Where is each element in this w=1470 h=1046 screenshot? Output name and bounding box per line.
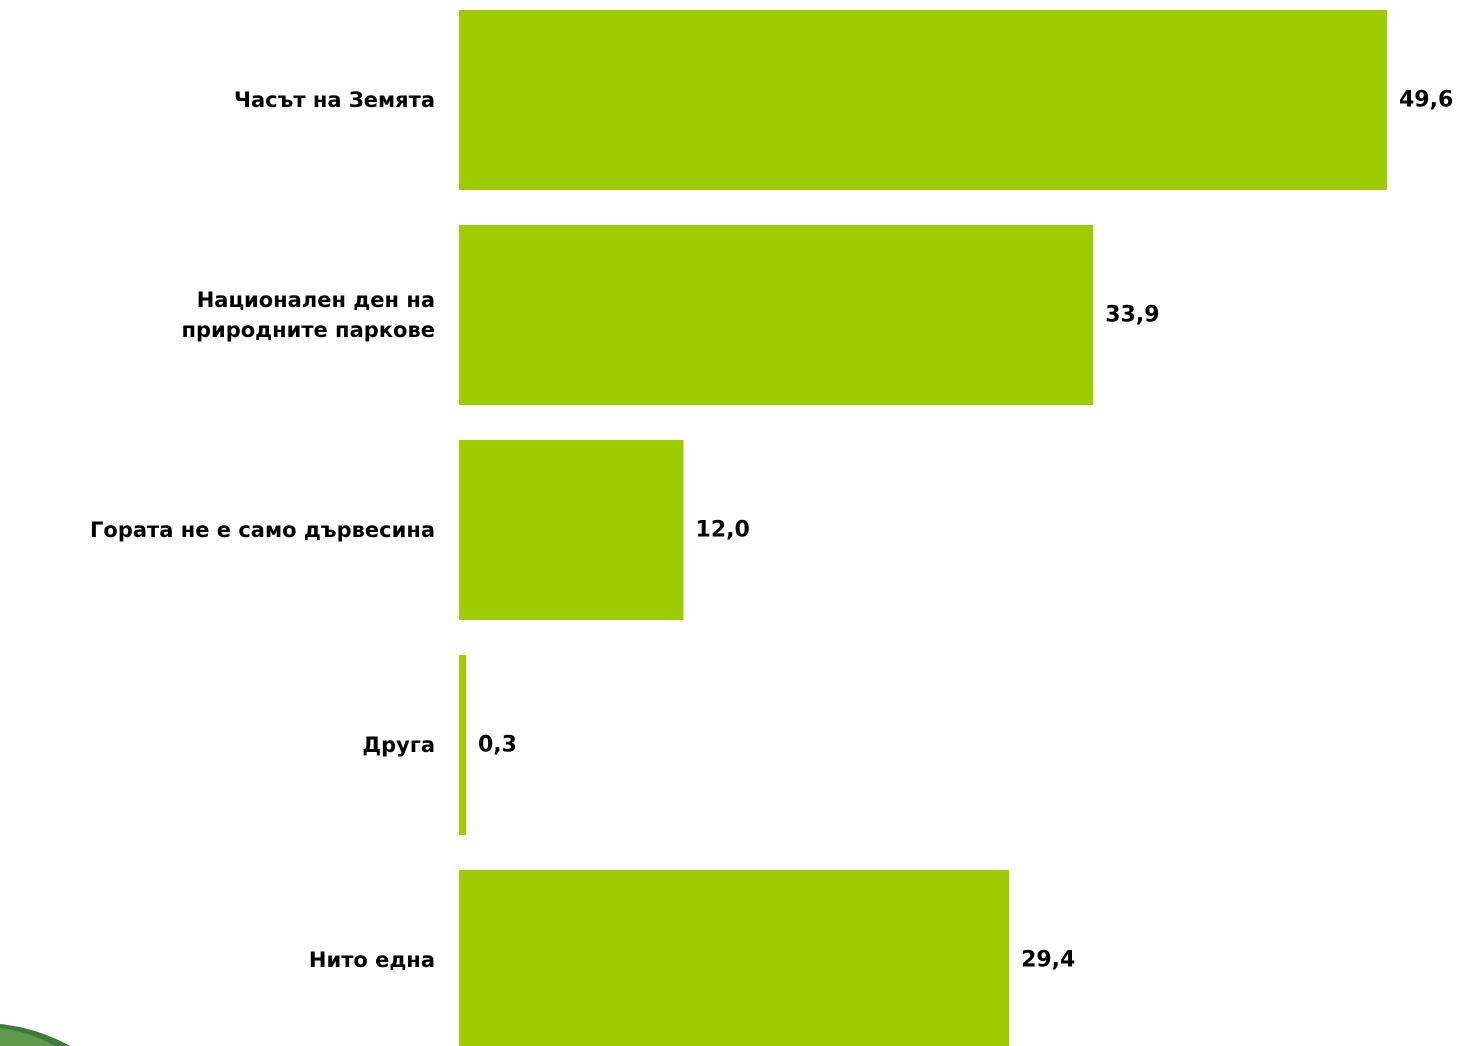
category-label-4: Нито една [309,948,435,972]
value-label-3: 0,3 [478,733,517,758]
category-label-1-line-1: природните паркове [181,318,435,342]
category-label-1-line-0: Национален ден на [197,288,435,312]
bar-4 [459,870,1010,1046]
bars-group [459,10,1387,1046]
category-labels: Часът на Земята Национален ден на природни… [90,88,435,972]
category-label-0: Часът на Земята [234,88,435,112]
value-label-1: 33,9 [1105,303,1159,328]
value-label-2: 12,0 [696,518,750,543]
category-label-2: Гората не е само дървесина [90,518,435,542]
bar-0 [459,10,1387,190]
category-label-3: Друга [362,733,435,757]
value-labels: 49,6 33,9 12,0 0,3 29,4 [478,88,1453,973]
bar-1 [459,225,1094,405]
value-label-0: 49,6 [1399,88,1453,113]
bar-3 [459,655,466,835]
bar-2 [459,440,684,620]
corner-swoosh-decoration [0,1024,70,1046]
value-label-4: 29,4 [1021,948,1075,973]
